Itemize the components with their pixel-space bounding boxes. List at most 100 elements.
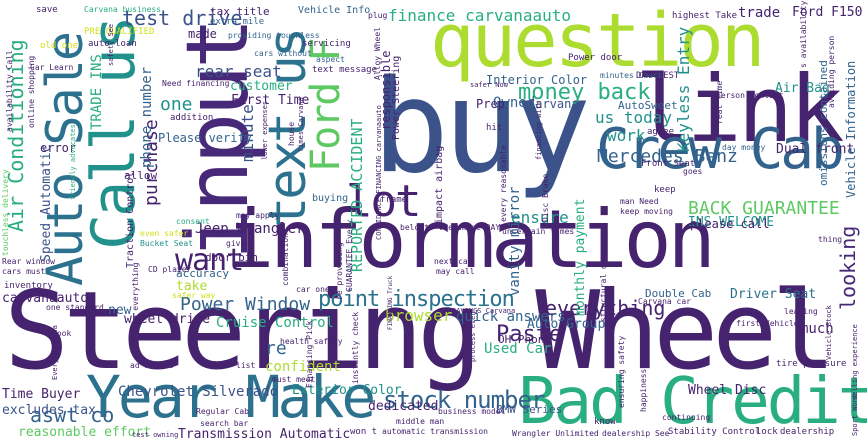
word-times-carvana: times Carvana: [297, 97, 305, 152]
word-next-car: next car: [434, 257, 473, 266]
word-driver-seat: Driver Seat: [730, 287, 817, 302]
word-extra-mile: extra mile: [210, 17, 265, 27]
word-buying: buying: [312, 193, 349, 204]
word-happiness-first: happiness first: [639, 339, 648, 412]
word-rear-seat: rear seat: [195, 62, 282, 81]
word-dealership-see: dealership See: [602, 429, 670, 438]
word-double-cab: Double Cab: [645, 287, 712, 300]
word-cars-without: cars without: [254, 49, 312, 58]
word-accuracy: accuracy: [176, 267, 229, 280]
word-wont: won t: [350, 427, 378, 437]
word-online-shopping: online shopping: [27, 55, 36, 128]
word-aswt-co: aswt co: [30, 403, 115, 427]
word-one: one: [160, 94, 193, 115]
word-trade: trade: [738, 5, 781, 21]
word-allow: allow: [124, 169, 158, 182]
word-customer: customer: [230, 79, 293, 94]
word-may-apply: may apply: [236, 211, 280, 220]
word-cruise-control: Cruise Control: [216, 315, 335, 331]
word-carvana-business: Carvana business: [84, 5, 162, 14]
word-back-guarantee: BACK GUARANTEE: [688, 198, 840, 219]
word-confident: confident: [265, 359, 341, 375]
word-browser: browser: [385, 306, 453, 325]
word-looking: looking: [836, 225, 860, 310]
word-re: re: [265, 338, 287, 359]
word-agree: agree: [647, 127, 675, 137]
word-stock-number: stock number: [383, 386, 545, 414]
word-take: take: [176, 279, 208, 294]
word-pre-qualified: PRE QUALIFIED: [84, 27, 155, 37]
word-finance-carvanaauto: finance carvanaauto: [388, 6, 572, 25]
word-continuing: continuing: [662, 413, 711, 422]
word-money-back: money back: [518, 80, 651, 105]
word-paste: Paste: [496, 322, 563, 347]
word-safety-see: safety See: [107, 23, 115, 66]
word-vanity-mirror: vanity mirror: [507, 186, 523, 296]
word-person-contact: person contact: [716, 91, 784, 100]
word-financing-with: financing with: [535, 100, 543, 160]
word-tax-title: tax title: [210, 5, 270, 18]
word-point-inspection: point inspection: [318, 287, 515, 312]
word-wheel-drive: wheel drive: [124, 312, 211, 327]
word-day-money: day money: [722, 143, 766, 152]
word-minute: minute: [238, 104, 257, 162]
word-look: look: [52, 329, 72, 338]
word-first-time: First Time: [231, 93, 310, 108]
word-day-test: DAY TEST: [636, 71, 680, 81]
word-may-call: may call: [436, 267, 475, 276]
word-carvana-car: Carvana car: [638, 297, 691, 306]
word-exterior-color: Exterior Color: [292, 383, 402, 398]
word-combination: combination: [281, 233, 290, 286]
word-test-owning: test owning: [132, 431, 179, 439]
word-auto-loan: auto loan: [88, 39, 137, 49]
word-keep: keep: [654, 185, 676, 195]
word-power-steering: Power Steering: [391, 55, 402, 140]
word-want: want: [175, 243, 244, 278]
word-uncertain-times: uncertain times: [502, 227, 575, 236]
word-everything: everything: [545, 296, 666, 320]
word-time-buyer: Time Buyer: [2, 387, 81, 402]
word-safer-now: safer Now: [470, 81, 508, 89]
word-ins-welcome: INS WELCOME: [688, 215, 775, 230]
word-minutes-check: minutes Check: [600, 71, 663, 80]
word-guarantee-every: GUARANTEE Every: [345, 219, 354, 292]
word-financing-pick: Financing Pick: [305, 320, 314, 388]
word-know: know: [594, 417, 616, 427]
word-ensure: ensure: [511, 208, 569, 227]
word-traction-control: Traction Control: [125, 171, 136, 268]
word-please-call-visible: please call: [690, 217, 770, 231]
word-dual-front: Dual front: [776, 142, 855, 157]
word-avoiding-person: avoiding person: [827, 35, 836, 108]
word-process-even: process even: [469, 311, 477, 362]
word-frame: frame: [380, 195, 408, 205]
word-first-vehicle: first Vehicle: [736, 319, 799, 328]
word-ford-f150: Ford F150: [792, 5, 863, 20]
word-text-message: text message: [312, 65, 378, 75]
word-auto-group: Auto Group: [527, 317, 606, 332]
word-savings-carvana: SAVINGS Carvana: [452, 307, 516, 315]
word-rear-window: Rear window: [2, 257, 55, 266]
word-ensuring-safety: ensuring safety: [617, 335, 626, 408]
word-give: give: [226, 239, 246, 248]
word-automatic-transmission: automatic transmission: [382, 427, 488, 436]
word-made: made: [188, 27, 217, 41]
word-wheel-disc: Wheel Disc: [688, 383, 767, 398]
word-bad-credit: Bad Credit: [518, 365, 867, 439]
word-disc-brake: Disc Brake: [541, 173, 550, 222]
word-tire-pressure: tire pressure: [776, 359, 847, 369]
word-servicing: servicing: [302, 39, 351, 49]
word-front-seat: Front Seat: [641, 159, 696, 169]
word-power-door: Power door: [568, 53, 623, 63]
word-business-model: business model: [438, 407, 506, 416]
word-friendly-advocates: friendly advocates: [69, 124, 77, 200]
word-keep-moving: keep moving: [620, 207, 673, 216]
word-crew-cab: Crew Cab: [596, 117, 845, 182]
word-error: error: [40, 141, 77, 155]
word-re-providing: re providing: [335, 242, 344, 300]
word-touchless-delivery: touchless delivery: [1, 169, 10, 256]
word-one-standard: one standard: [46, 303, 104, 312]
word-lock: lock: [756, 427, 778, 437]
word-dedicated: dedicated: [368, 399, 439, 414]
word-regular-cab: Regular Cab: [196, 407, 249, 416]
